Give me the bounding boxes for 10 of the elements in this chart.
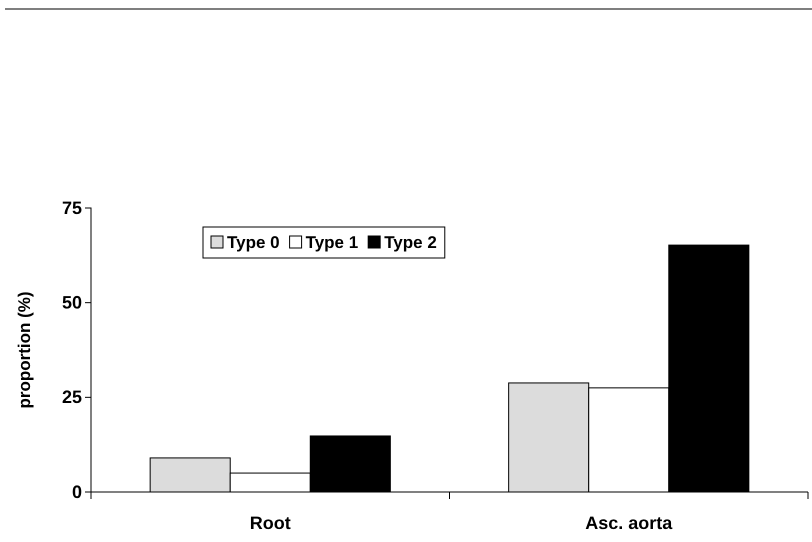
legend-label: Type 0 (227, 233, 280, 252)
y-tick-label: 75 (62, 198, 82, 218)
y-tick-label: 50 (62, 292, 82, 312)
y-tick-label: 0 (72, 482, 82, 502)
legend-label: Type 1 (306, 233, 358, 252)
y-tick-label: 25 (62, 387, 82, 408)
x-tick-label: Asc. aorta (585, 513, 674, 533)
y-axis-title: proportion (%) (15, 291, 34, 409)
x-tick-label: Root (250, 513, 291, 533)
legend-label: Type 2 (384, 233, 437, 252)
